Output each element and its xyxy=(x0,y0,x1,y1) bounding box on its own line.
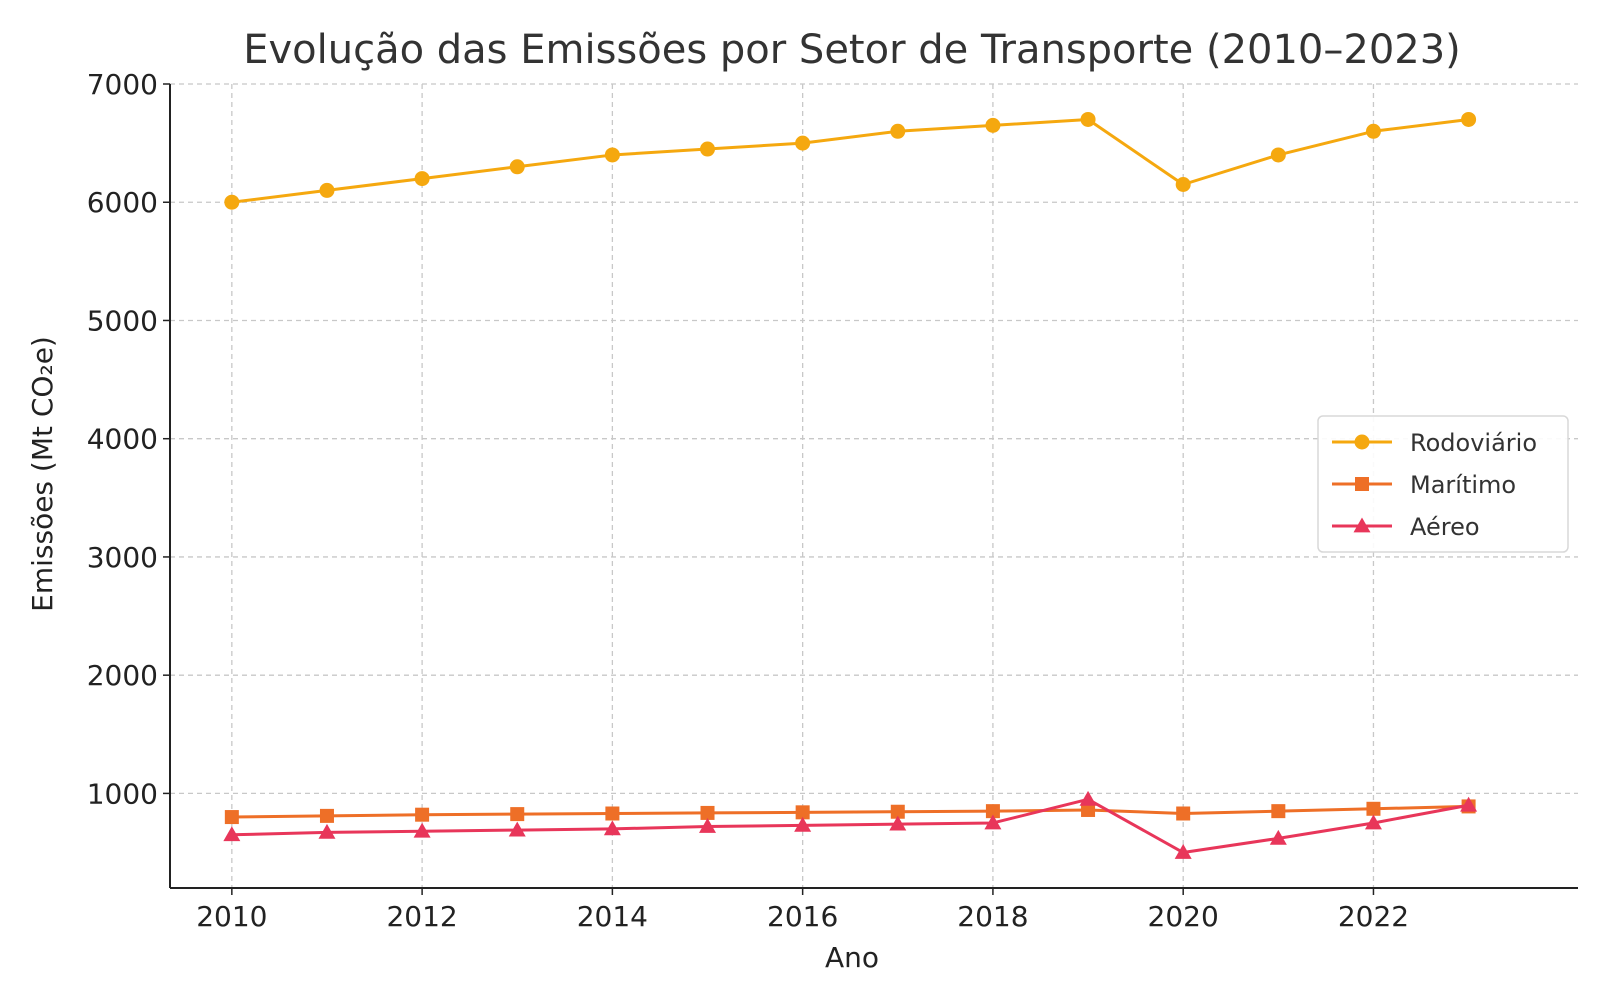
y-tick-label: 4000 xyxy=(87,423,158,456)
x-tick-label: 2012 xyxy=(386,900,457,933)
data-point xyxy=(1270,147,1286,163)
y-tick-label: 2000 xyxy=(87,659,158,692)
y-axis-label: Emissões (Mt CO₂e) xyxy=(26,336,59,612)
series-2 xyxy=(223,790,1478,859)
data-point xyxy=(700,141,716,157)
x-tick-label: 2016 xyxy=(767,900,838,933)
y-tick-label: 7000 xyxy=(87,68,158,101)
chart-title: Evolução das Emissões por Setor de Trans… xyxy=(243,27,1461,73)
legend-label: Aéreo xyxy=(1410,513,1480,541)
legend-label: Rodoviário xyxy=(1410,429,1537,457)
data-point xyxy=(223,826,241,842)
x-axis-label: Ano xyxy=(825,941,879,974)
data-point xyxy=(1080,111,1096,127)
data-point xyxy=(985,117,1001,133)
data-point xyxy=(890,123,906,139)
data-point xyxy=(1364,814,1382,830)
legend-marker xyxy=(1355,477,1369,491)
data-point xyxy=(510,807,525,822)
data-point xyxy=(319,182,335,198)
series-1 xyxy=(224,799,1476,825)
axes: 2010 2012 2014 2016 2018 2020 2022 1000 2000 3000… xyxy=(87,68,1578,933)
data-point xyxy=(414,171,430,187)
legend: Rodoviário Marítimo Aéreo xyxy=(1317,415,1569,553)
data-point xyxy=(985,804,1000,819)
data-point xyxy=(984,814,1002,830)
data-point xyxy=(1365,123,1381,139)
data-point xyxy=(1461,111,1477,127)
data-point xyxy=(604,147,620,163)
data-point xyxy=(1079,790,1097,806)
series-0 xyxy=(224,111,1477,210)
data-point xyxy=(509,159,525,175)
series-layer xyxy=(223,111,1478,859)
data-point xyxy=(224,194,240,210)
x-tick-label: 2022 xyxy=(1338,900,1409,933)
data-point xyxy=(795,805,810,820)
data-point xyxy=(319,808,334,823)
x-tick-label: 2020 xyxy=(1148,900,1219,933)
x-tick-label: 2014 xyxy=(577,900,648,933)
legend-marker xyxy=(1354,434,1370,450)
data-point xyxy=(699,818,717,833)
series-line xyxy=(231,117,1469,204)
data-point xyxy=(700,805,715,820)
data-point xyxy=(1271,804,1286,819)
data-point xyxy=(889,815,907,831)
data-point xyxy=(318,823,336,839)
data-point xyxy=(1175,177,1191,192)
data-point xyxy=(415,807,430,822)
data-point xyxy=(1366,801,1381,816)
data-point xyxy=(1174,844,1192,859)
y-tick-label: 5000 xyxy=(87,304,158,337)
x-tick-label: 2018 xyxy=(957,900,1028,933)
data-point xyxy=(890,804,905,819)
data-point xyxy=(605,806,620,821)
series-line xyxy=(231,797,1469,855)
data-point xyxy=(1176,806,1191,821)
data-point xyxy=(224,810,239,825)
y-tick-label: 3000 xyxy=(87,541,158,574)
data-point xyxy=(1269,829,1287,845)
legend-box xyxy=(1317,415,1569,553)
y-tick-label: 6000 xyxy=(87,186,158,219)
data-point xyxy=(1460,796,1478,812)
data-point xyxy=(508,821,526,837)
data-point xyxy=(1081,802,1096,817)
data-point xyxy=(795,135,811,151)
series-line xyxy=(231,804,1469,819)
legend-marker xyxy=(1353,517,1371,533)
y-tick-label: 1000 xyxy=(87,777,158,810)
data-point xyxy=(603,820,621,836)
x-tick-label: 2010 xyxy=(196,900,267,933)
legend-label: Marítimo xyxy=(1410,471,1516,499)
data-point xyxy=(794,816,812,832)
data-point xyxy=(413,822,431,838)
